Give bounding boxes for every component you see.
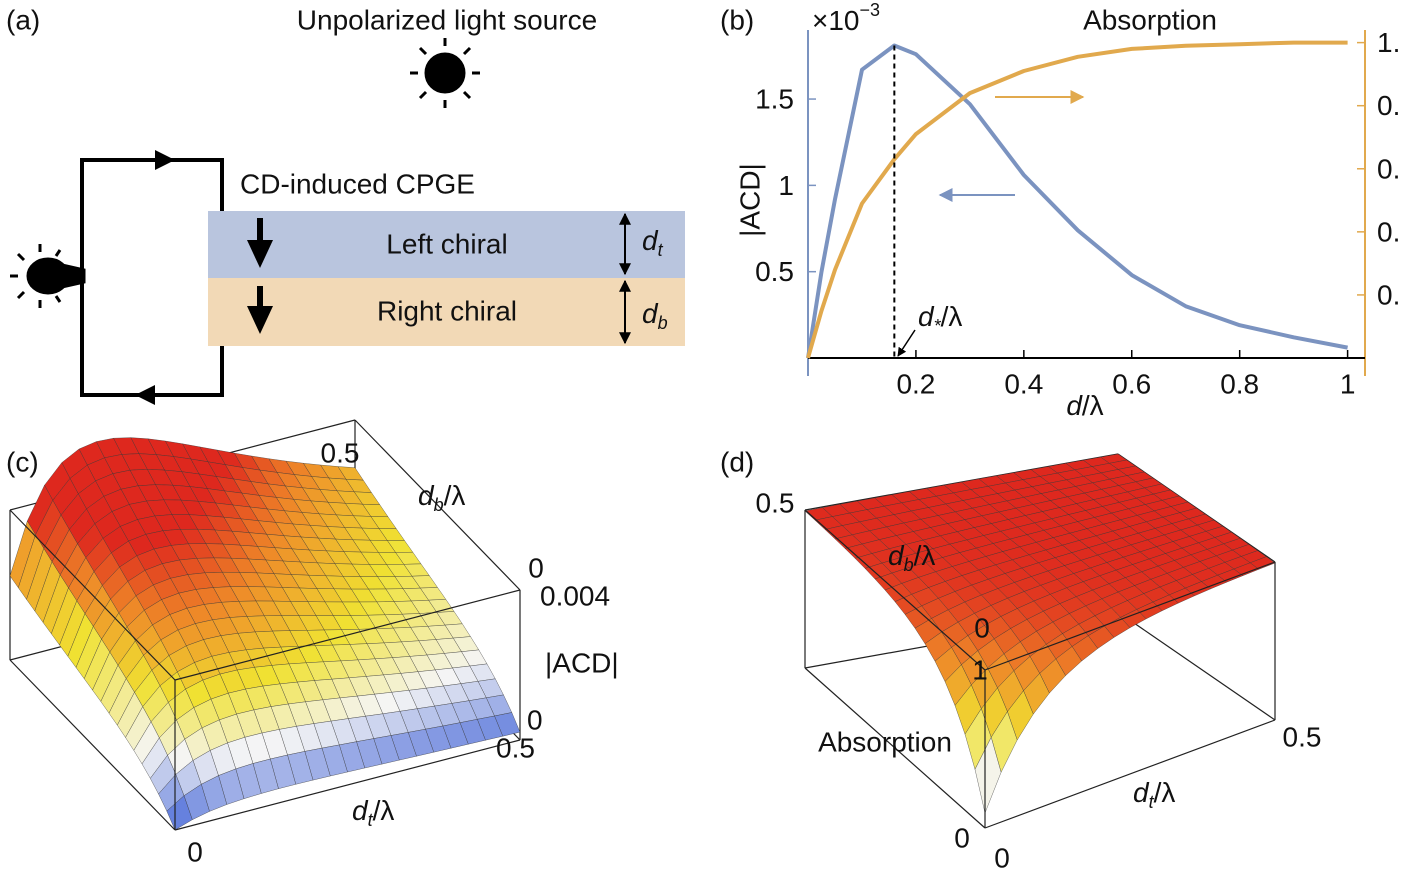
box-edge (985, 720, 1275, 828)
panel-label: (c) (6, 447, 39, 478)
bulb-icon (10, 244, 84, 308)
subscript: b (904, 555, 914, 575)
x-tick-label: 0.4 (1004, 369, 1043, 400)
panel-b: (b) ×10−3 |ACD| Absorption d/λ d*/λ 0.2 0… (720, 0, 1401, 421)
annotation: d*/λ (918, 301, 962, 337)
bottom-layer-label: Right chiral (377, 296, 517, 327)
y2-tick-label: 1.0 (1377, 27, 1401, 58)
subscript: b (658, 313, 668, 333)
tick-label: 0.5 (496, 733, 535, 764)
tick-label: 0 (528, 553, 544, 584)
symbol: d (888, 540, 905, 571)
y2-tick-label: 0.2 (1377, 279, 1401, 310)
box-edge (1118, 612, 1275, 720)
x-tick-label: 0.2 (896, 369, 935, 400)
top-layer-label: Left chiral (386, 229, 507, 260)
x-tick-label: 0.6 (1112, 369, 1151, 400)
circuit-label: CD-induced CPGE (240, 169, 475, 200)
axis-label: |ACD| (545, 648, 619, 679)
tick-label: 1 (972, 655, 988, 686)
tick-label: 0 (527, 705, 543, 736)
panel-label: (b) (720, 5, 754, 36)
symbol: d (642, 298, 659, 329)
tick-label: 0.5 (1283, 722, 1322, 753)
current-arrow (135, 385, 155, 405)
rest: /λ (1082, 390, 1104, 421)
x-tick-label: 0.8 (1220, 369, 1259, 400)
symbol: d (418, 480, 435, 511)
scale-base: ×10 (812, 5, 860, 36)
source-label: Unpolarized light source (297, 5, 597, 36)
line-series (808, 46, 1348, 359)
current-arrow (155, 150, 175, 170)
subscript: b (434, 495, 444, 515)
y-tick-label: 1.5 (755, 84, 794, 115)
symbol: d (918, 301, 935, 332)
page: (a) Unpolarized light source CD-induced … (0, 0, 1401, 873)
circuit (82, 160, 222, 395)
y2-axis-label: Absorption (1083, 5, 1217, 36)
tick-label: 0 (954, 823, 970, 854)
panel-label: (a) (6, 5, 40, 36)
y-scale: ×10−3 (812, 0, 880, 36)
y-tick-label: 1 (778, 170, 794, 201)
axis-label: dt/λ (352, 795, 394, 831)
figure: (a) Unpolarized light source CD-induced … (0, 0, 1401, 873)
panel-a: (a) Unpolarized light source CD-induced … (6, 5, 685, 406)
annotation-arrow (898, 330, 915, 356)
rest: /λ (914, 540, 936, 571)
line-series (808, 43, 1348, 358)
rest: /λ (941, 301, 963, 332)
tick-label: 0.5 (321, 438, 360, 469)
tick-label: 0 (974, 613, 990, 644)
rest: /λ (444, 480, 466, 511)
y2-tick-label: 0.6 (1377, 153, 1401, 184)
scale-exponent: −3 (860, 0, 881, 20)
sun-icon (410, 38, 480, 108)
y2-tick-label: 0.4 (1377, 216, 1401, 247)
panel-label: (d) (720, 447, 754, 478)
y2-tick-label: 0.8 (1377, 90, 1401, 121)
panel-d: (d) (720, 447, 1275, 829)
symbol: d (1066, 390, 1083, 421)
x-tick-label: 1 (1340, 369, 1356, 400)
axis-label: Absorption (818, 727, 952, 758)
symbol: d (1133, 777, 1150, 808)
tick-label: 0 (994, 843, 1010, 874)
y-tick-label: 0.5 (755, 256, 794, 287)
axis-label: dt/λ (1133, 777, 1175, 813)
tick-label: 0.5 (756, 488, 795, 519)
symbol: d (352, 795, 369, 826)
x-axis-label: d/λ (1066, 390, 1103, 421)
y-axis-label: |ACD| (735, 163, 766, 237)
axis-label: db/λ (418, 480, 465, 516)
tick-label: 0 (187, 837, 203, 868)
tick-label: 0.004 (540, 581, 610, 612)
rest: /λ (1154, 777, 1176, 808)
rest: /λ (373, 795, 395, 826)
symbol: d (642, 225, 659, 256)
